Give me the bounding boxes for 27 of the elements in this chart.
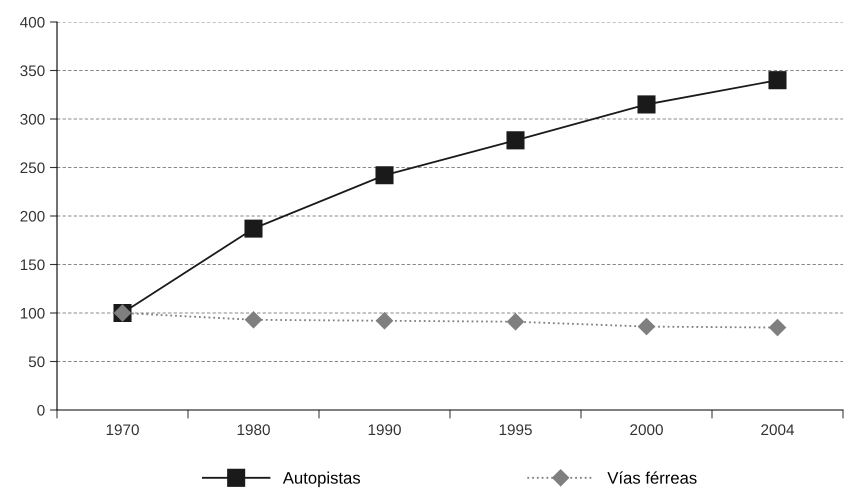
x-tick-label: 1995 — [500, 424, 532, 436]
x-tick-label: 1980 — [238, 424, 270, 436]
legend-label: Vías férreas — [607, 471, 697, 484]
point — [375, 166, 394, 184]
x-tick-label: 1970 — [106, 424, 139, 436]
y-tick-label: 50 — [28, 356, 45, 368]
y-tick-label: 350 — [20, 65, 45, 76]
legend-label: Autopistas — [282, 472, 360, 488]
y-tick-label: 300 — [20, 114, 45, 125]
point — [506, 313, 524, 330]
point — [768, 71, 787, 90]
x-tick-label: 2004 — [761, 424, 794, 436]
point — [637, 95, 656, 114]
x-tick-label: 2000 — [630, 424, 663, 436]
y-tick-label: 250 — [20, 162, 45, 174]
y-tick-label: 0 — [37, 404, 45, 416]
point — [244, 311, 262, 328]
y-tick-label: 400 — [20, 16, 45, 28]
point — [376, 312, 394, 330]
point — [244, 220, 263, 238]
y-tick-label: 100 — [20, 308, 45, 319]
point — [506, 131, 525, 150]
y-tick-label: 200 — [20, 210, 45, 222]
x-tick-label: 1990 — [368, 424, 401, 436]
point — [638, 318, 656, 336]
y-tick-label: 150 — [20, 259, 45, 270]
point — [768, 319, 786, 336]
